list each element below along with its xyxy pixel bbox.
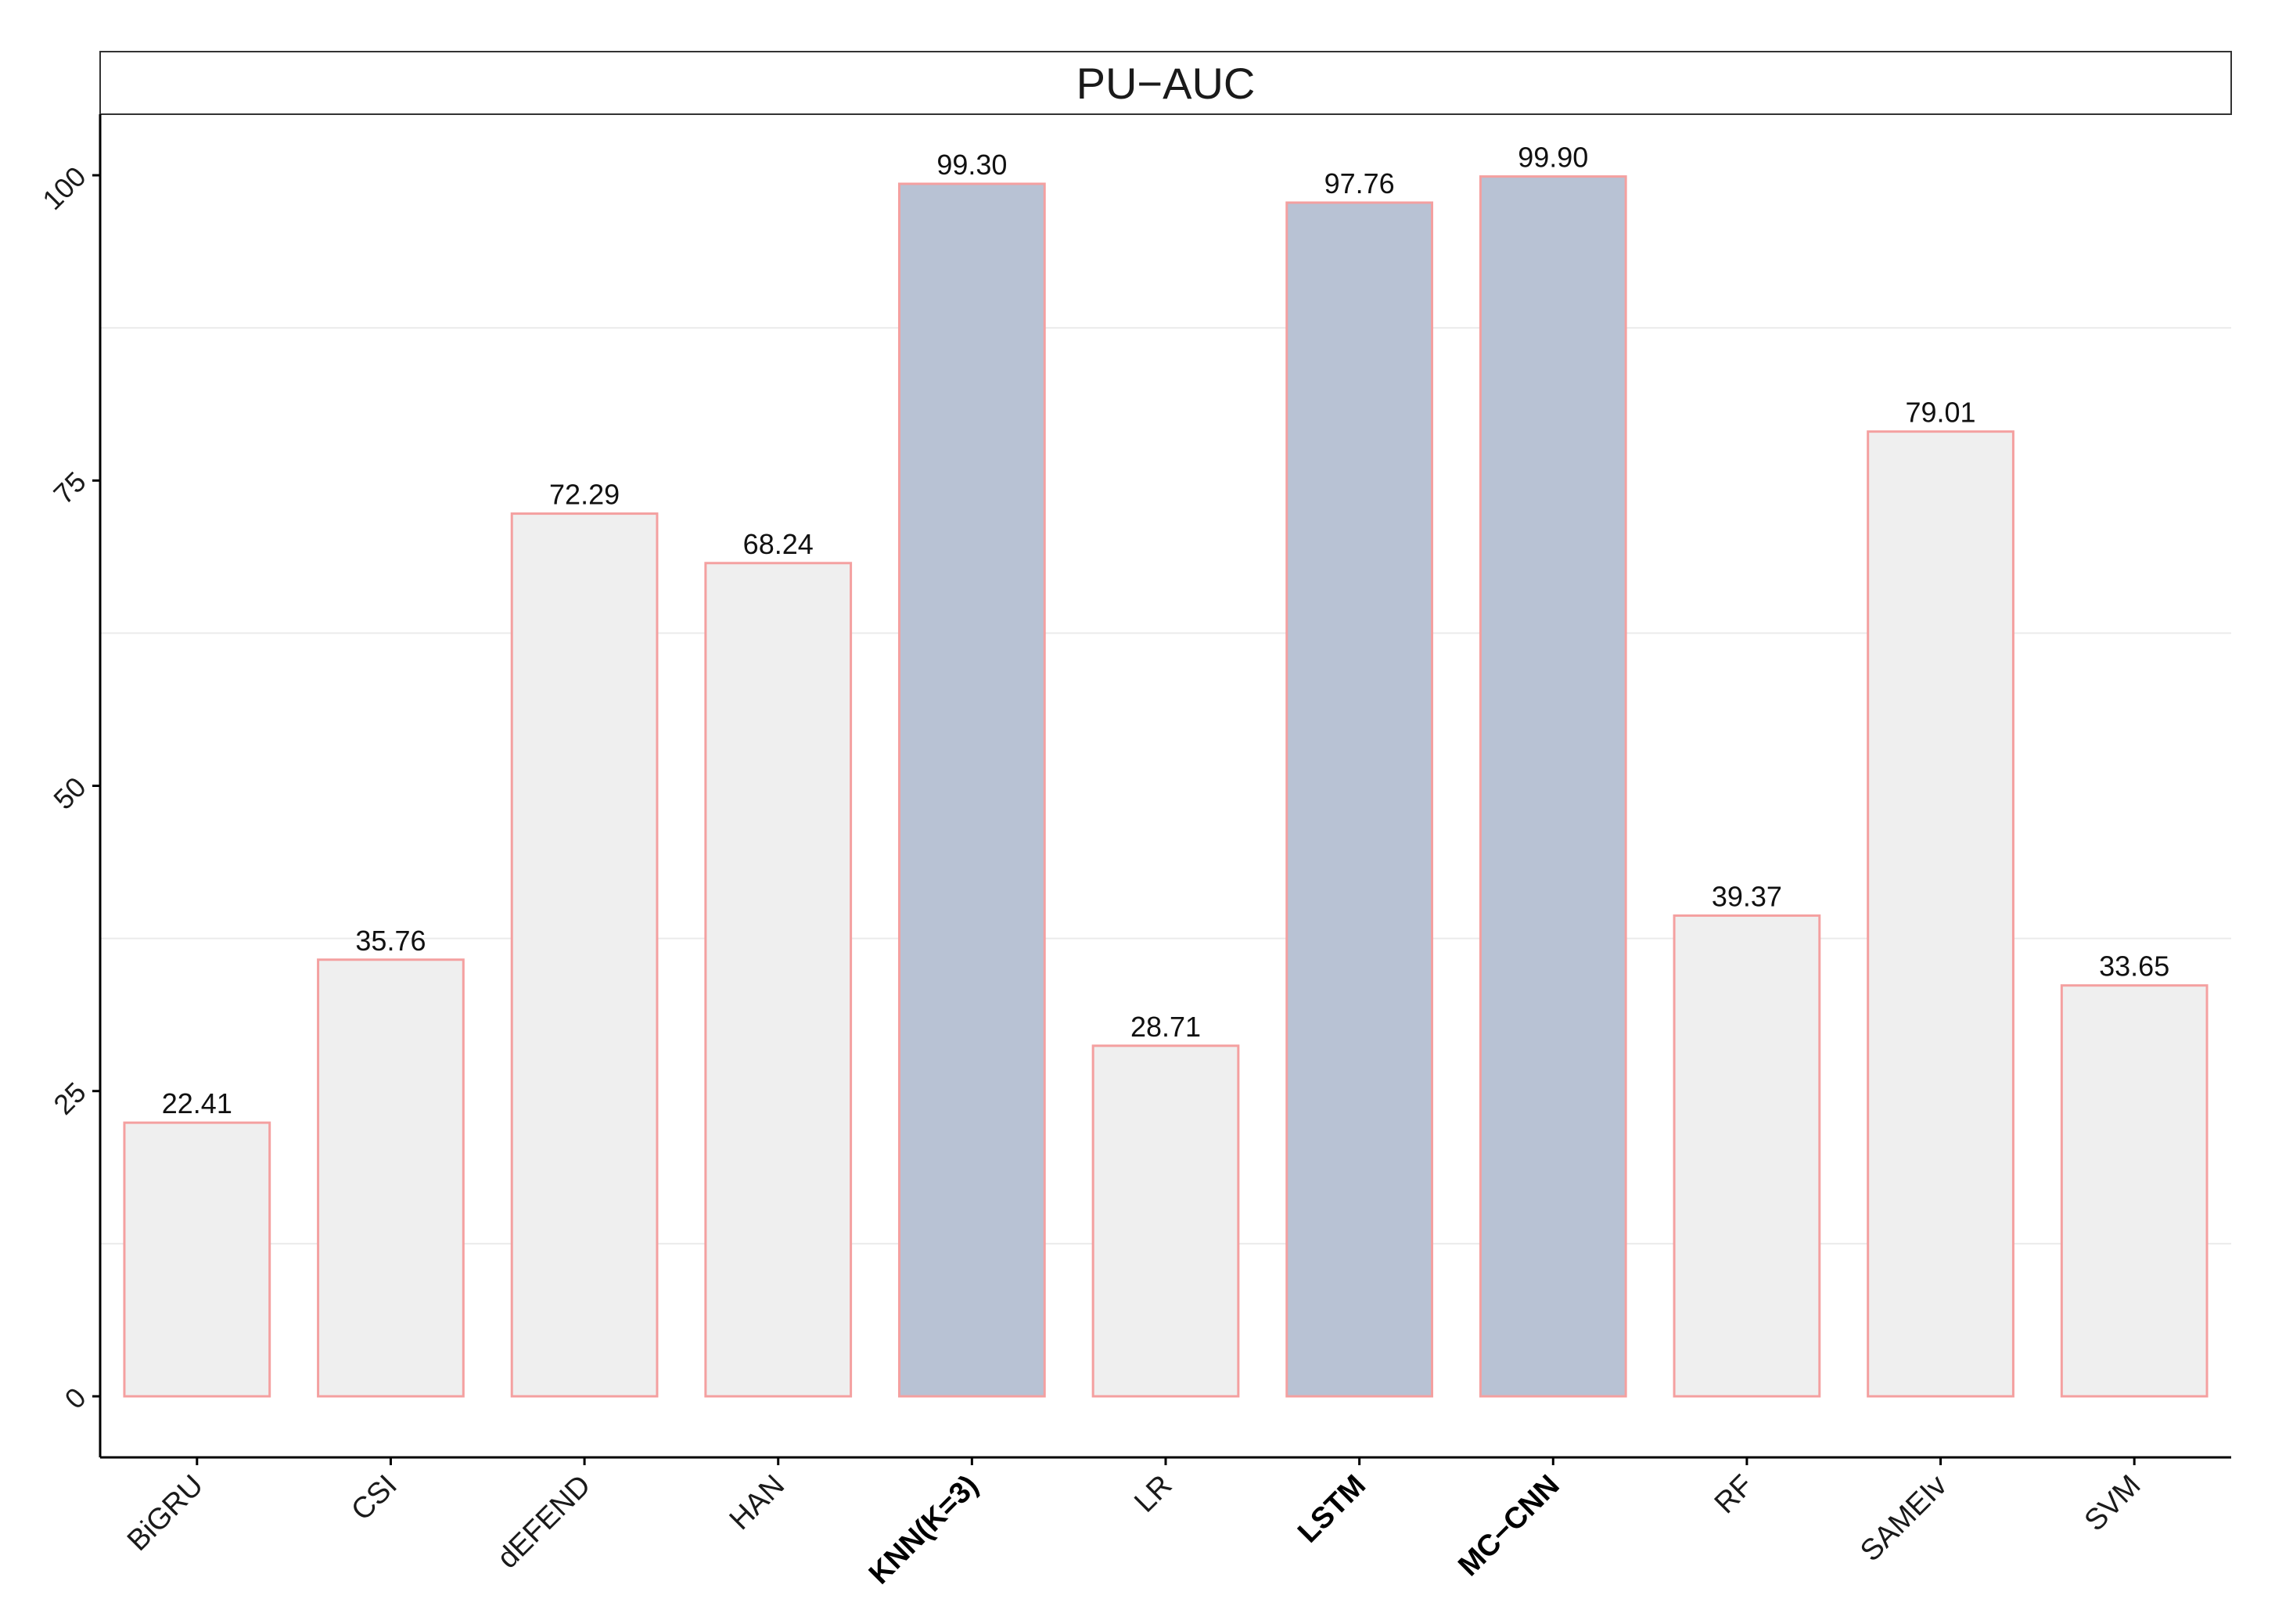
bar [2060, 984, 2209, 1398]
bar [1673, 914, 1821, 1398]
bar [1867, 430, 2014, 1398]
bar-value-labels: 22.41 35.76 72.29 68.24 99.30 28.71 97.76 99.90… [162, 142, 2169, 1120]
bar [898, 182, 1046, 1398]
x-tick-label: SVM [2079, 1469, 2147, 1538]
y-tick-label: 100 [36, 160, 92, 216]
y-axis-ticks: 0 25 50 75 100 [36, 160, 100, 1415]
y-tick-label: 0 [59, 1381, 92, 1415]
bar-value-label: 79.01 [1905, 397, 1975, 429]
x-tick-label: LR [1128, 1469, 1178, 1519]
bar [1479, 175, 1627, 1398]
bar-value-label: 99.90 [1518, 142, 1588, 174]
x-tick-label: BiGRU [121, 1469, 210, 1558]
bar-value-label: 28.71 [1130, 1011, 1201, 1043]
y-tick-label: 75 [47, 465, 92, 510]
y-tick-label: 25 [47, 1076, 92, 1120]
x-tick-label: CSI [345, 1469, 404, 1528]
title-strip [99, 51, 2232, 115]
x-axis-ticks: BiGRU CSI dEFEND HAN KNN(K=3) LR LSTM MC−CNN RF S… [121, 1457, 2147, 1591]
x-tick-label: SAMEIv [1854, 1469, 1953, 1568]
bar-value-label: 97.76 [1324, 167, 1395, 199]
bar-value-label: 99.30 [936, 149, 1007, 181]
y-tick-label: 50 [47, 771, 92, 815]
bar-value-label: 22.41 [162, 1087, 232, 1119]
chart-title: PU−AUC [1076, 59, 1256, 108]
bar-value-label: 35.76 [355, 925, 426, 957]
x-tick-label: LSTM [1292, 1469, 1372, 1550]
bar-value-label: 72.29 [549, 479, 620, 511]
bar-value-label: 68.24 [743, 528, 814, 560]
x-tick-label: RF [1709, 1469, 1760, 1521]
x-tick-label: MC−CNN [1452, 1469, 1565, 1583]
x-tick-label: KNN(K=3) [863, 1469, 985, 1591]
bar [123, 1121, 271, 1398]
bars [123, 175, 2209, 1398]
bar [704, 562, 853, 1398]
x-tick-label: HAN [724, 1469, 791, 1536]
x-tick-label: dEFEND [491, 1469, 598, 1575]
bar [1285, 201, 1433, 1398]
bar-value-label: 39.37 [1712, 880, 1782, 912]
bar-value-label: 33.65 [2099, 950, 2169, 983]
bar [510, 512, 659, 1398]
bar [1091, 1044, 1240, 1398]
bar [317, 958, 465, 1398]
